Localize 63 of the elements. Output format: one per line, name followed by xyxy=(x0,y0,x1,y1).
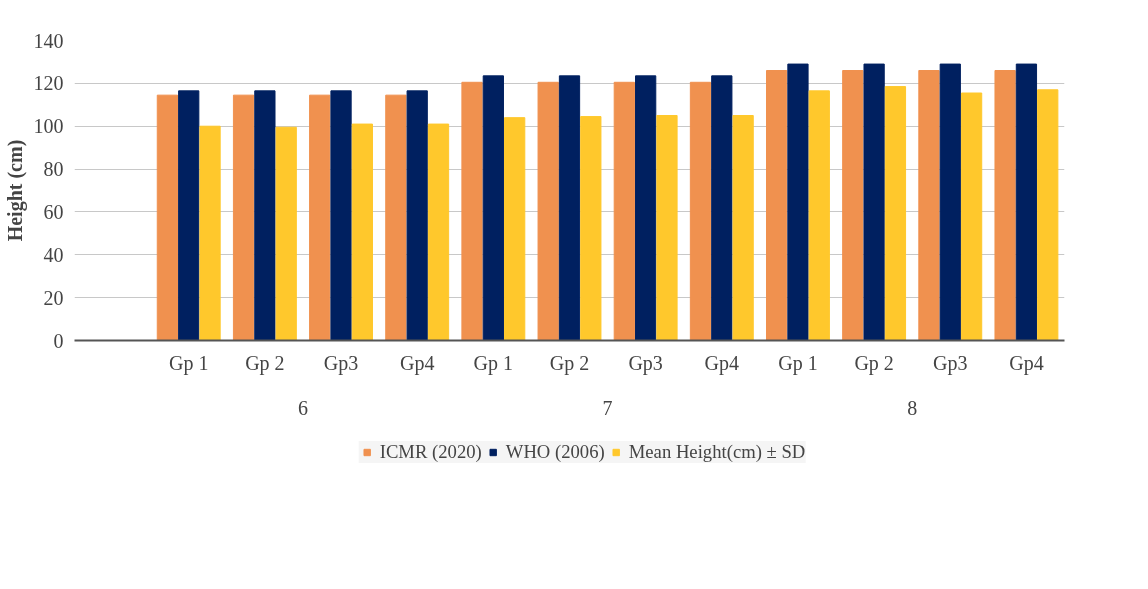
y-tick-label: 140 xyxy=(33,29,64,52)
legend-label: ICMR (2020) xyxy=(379,441,482,463)
bar xyxy=(884,86,907,341)
text: 6 xyxy=(297,396,308,419)
y-tick-label: 100 xyxy=(33,115,64,138)
bar xyxy=(309,94,331,341)
x-tick-label: Gp 2 xyxy=(245,351,285,375)
text: 8 xyxy=(907,396,918,419)
x-tick-label: Gp3 xyxy=(323,351,359,375)
bar xyxy=(808,90,830,341)
y-tick-label: 0 xyxy=(53,329,64,352)
x-tick-label: Gp 2 xyxy=(854,351,894,375)
bar xyxy=(613,81,635,341)
bar xyxy=(351,123,373,341)
bar xyxy=(635,75,657,341)
x-tick-label: Gp 1 xyxy=(169,351,209,375)
y-tick-label: 120 xyxy=(33,72,64,95)
y-tick-label: 20 xyxy=(43,286,64,309)
bar xyxy=(1015,63,1038,341)
bar xyxy=(199,125,221,341)
x-tick-label: Gp 1 xyxy=(778,351,818,375)
bar xyxy=(482,75,504,341)
x-tick-label: Gp3 xyxy=(933,351,968,375)
legend-label: Mean Height(cm) ± SD xyxy=(628,441,806,463)
bar xyxy=(711,75,733,341)
bar xyxy=(232,94,255,341)
y-tick-label: 40 xyxy=(43,243,64,266)
y-tick-label: 60 xyxy=(43,200,64,223)
bar xyxy=(863,63,885,341)
x-tick-label: Gp 2 xyxy=(549,351,590,375)
bar xyxy=(461,81,483,341)
bar xyxy=(275,126,297,341)
x-tick-label: Gp 1 xyxy=(473,351,514,375)
x-tick-label: Gp4 xyxy=(704,351,740,375)
bar xyxy=(537,81,559,341)
bar xyxy=(558,75,581,341)
x-tick-label: Gp3 xyxy=(628,351,663,375)
bar xyxy=(994,70,1016,341)
bar xyxy=(766,70,788,341)
bar xyxy=(156,94,179,341)
bar xyxy=(689,81,712,341)
text: 7 xyxy=(602,396,613,419)
bar xyxy=(732,115,754,341)
bar xyxy=(1037,89,1059,341)
bar xyxy=(787,63,809,341)
bar xyxy=(960,92,983,341)
x-tick-label: Gp4 xyxy=(399,351,435,375)
bar xyxy=(918,70,940,341)
bar xyxy=(842,70,864,341)
legend-label: WHO (2006) xyxy=(505,441,605,463)
bar xyxy=(939,63,961,341)
bar xyxy=(330,90,352,341)
y-tick-label: 80 xyxy=(43,158,64,181)
bar xyxy=(427,123,450,341)
bar xyxy=(254,90,276,341)
bar xyxy=(385,94,407,341)
x-tick-label: Gp4 xyxy=(1009,351,1044,375)
bar xyxy=(178,90,200,341)
bar xyxy=(406,90,428,341)
bar xyxy=(504,117,526,341)
bar xyxy=(656,115,678,341)
y-axis-title: Height (cm) xyxy=(3,139,27,242)
bar xyxy=(580,116,602,341)
